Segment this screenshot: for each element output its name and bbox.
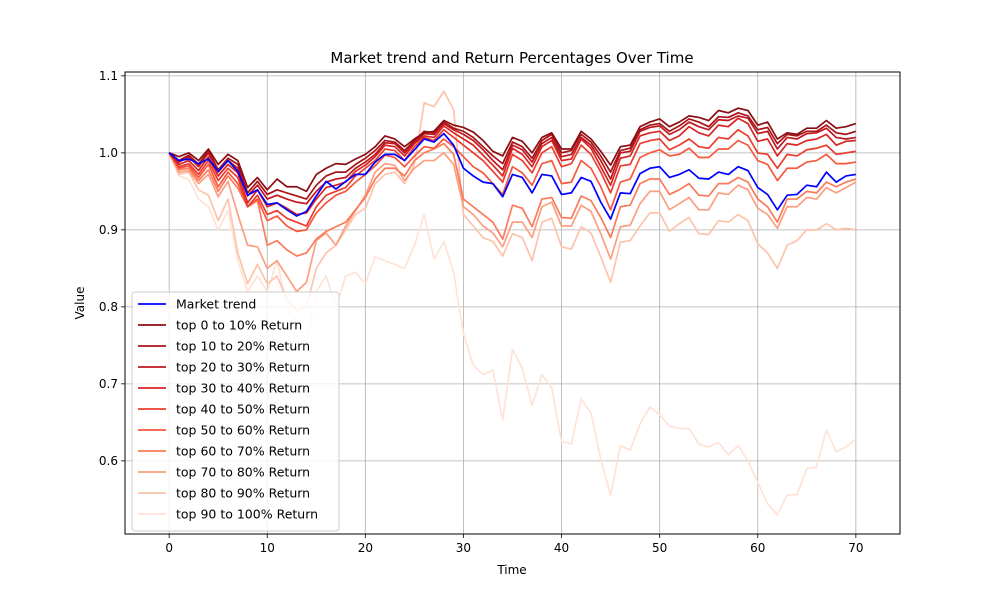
- series-line: [168, 111, 857, 200]
- legend-label: top 90 to 100% Return: [176, 507, 318, 522]
- legend-label: top 70 to 80% Return: [176, 465, 310, 480]
- legend: Market trend top 0 to 10% Return top 10 to…: [131, 291, 340, 532]
- y-tick-label: 0.6: [99, 454, 118, 468]
- legend-label: top 30 to 40% Return: [176, 381, 310, 396]
- series-line: [168, 115, 856, 205]
- axis-ticks: 0 10 20 30 40 50 60 70 0.6 0.7 0.8 0.9 1.0 1.1: [99, 69, 864, 555]
- legend-label: top 0 to 10% Return: [176, 318, 302, 333]
- x-tick-label: 40: [554, 541, 569, 555]
- legend-label: top 40 to 50% Return: [176, 402, 310, 417]
- series-line: [168, 142, 857, 257]
- y-tick-label: 0.9: [99, 223, 118, 237]
- legend-label: top 20 to 30% Return: [176, 360, 310, 375]
- y-tick-label: 1.1: [99, 69, 118, 83]
- series-line: [168, 152, 857, 293]
- series-line: [168, 90, 856, 312]
- legend-box: [131, 291, 340, 532]
- series-line: [168, 107, 857, 193]
- x-tick-label: 0: [165, 541, 173, 555]
- x-axis-label: Time: [496, 563, 526, 577]
- series-line: [168, 128, 856, 227]
- y-axis-label: Value: [73, 287, 87, 320]
- x-tick-label: 60: [750, 541, 765, 555]
- legend-label: Market trend: [176, 297, 256, 312]
- x-tick-label: 70: [848, 541, 863, 555]
- series-line: [168, 132, 856, 220]
- x-tick-label: 50: [652, 541, 667, 555]
- x-tick-label: 20: [358, 541, 373, 555]
- y-tick-label: 1.0: [99, 146, 118, 160]
- x-tick-label: 30: [456, 541, 471, 555]
- x-tick-label: 10: [260, 541, 275, 555]
- legend-label: top 50 to 60% Return: [176, 423, 310, 438]
- chart-title: Market trend and Return Percentages Over…: [330, 49, 693, 67]
- legend-label: top 10 to 20% Return: [176, 339, 310, 354]
- y-tick-label: 0.8: [99, 300, 118, 314]
- legend-label: top 80 to 90% Return: [176, 486, 310, 501]
- legend-label: top 60 to 70% Return: [176, 444, 310, 459]
- plot-frame: [124, 71, 901, 535]
- series-line: [168, 138, 856, 233]
- series-lines: [168, 90, 857, 516]
- y-tick-label: 0.7: [99, 377, 118, 391]
